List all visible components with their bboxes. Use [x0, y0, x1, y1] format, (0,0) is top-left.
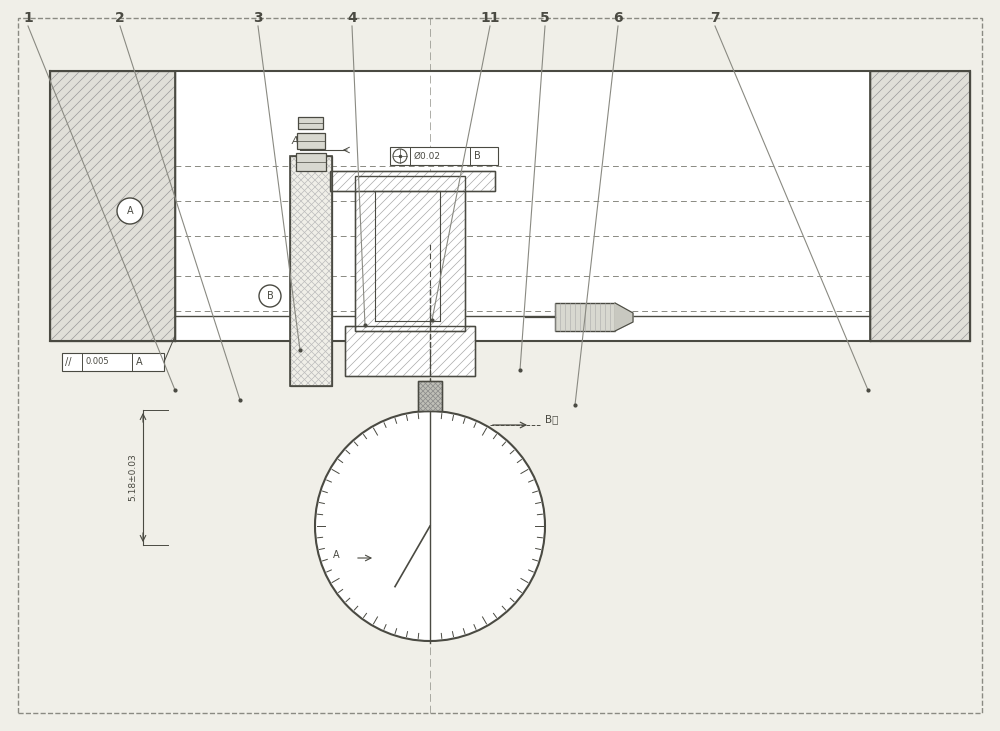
Circle shape [259, 285, 281, 307]
Text: 7: 7 [710, 11, 720, 25]
Bar [50, 71, 175, 341]
Bar [290, 156, 332, 386]
Text: B: B [267, 291, 273, 301]
Bar [298, 117, 323, 129]
Bar [330, 171, 495, 191]
Bar [870, 71, 970, 341]
Text: B向: B向 [545, 414, 558, 424]
Bar [870, 71, 970, 341]
Text: 5: 5 [540, 11, 550, 25]
Text: 0.005: 0.005 [85, 357, 109, 366]
Bar [297, 133, 325, 149]
Polygon shape [615, 303, 633, 331]
Circle shape [393, 149, 407, 163]
Circle shape [117, 198, 143, 224]
Circle shape [315, 411, 545, 641]
Bar [330, 171, 495, 191]
Text: A: A [136, 357, 143, 367]
Text: Ø0.02: Ø0.02 [414, 151, 441, 161]
Bar [355, 176, 465, 331]
Bar [345, 326, 475, 376]
Text: 2: 2 [115, 11, 125, 25]
Text: A: A [127, 206, 133, 216]
Text: A: A [333, 550, 340, 560]
Bar [62, 353, 164, 371]
Text: 11: 11 [480, 11, 500, 25]
Text: 3: 3 [253, 11, 263, 25]
Bar [345, 326, 475, 376]
Text: 5.18±0.03: 5.18±0.03 [128, 454, 137, 501]
Text: A: A [292, 136, 299, 146]
Text: //: // [65, 357, 72, 367]
Bar [50, 71, 175, 341]
Bar [418, 381, 442, 411]
Bar [175, 71, 870, 341]
Text: B: B [474, 151, 481, 161]
Text: 1: 1 [23, 11, 33, 25]
Bar [418, 381, 442, 411]
Text: 4: 4 [347, 11, 357, 25]
Text: 6: 6 [613, 11, 623, 25]
Bar [296, 153, 326, 171]
Bar [355, 176, 465, 331]
Bar [555, 303, 615, 331]
Bar [290, 156, 332, 386]
Bar [390, 147, 498, 165]
